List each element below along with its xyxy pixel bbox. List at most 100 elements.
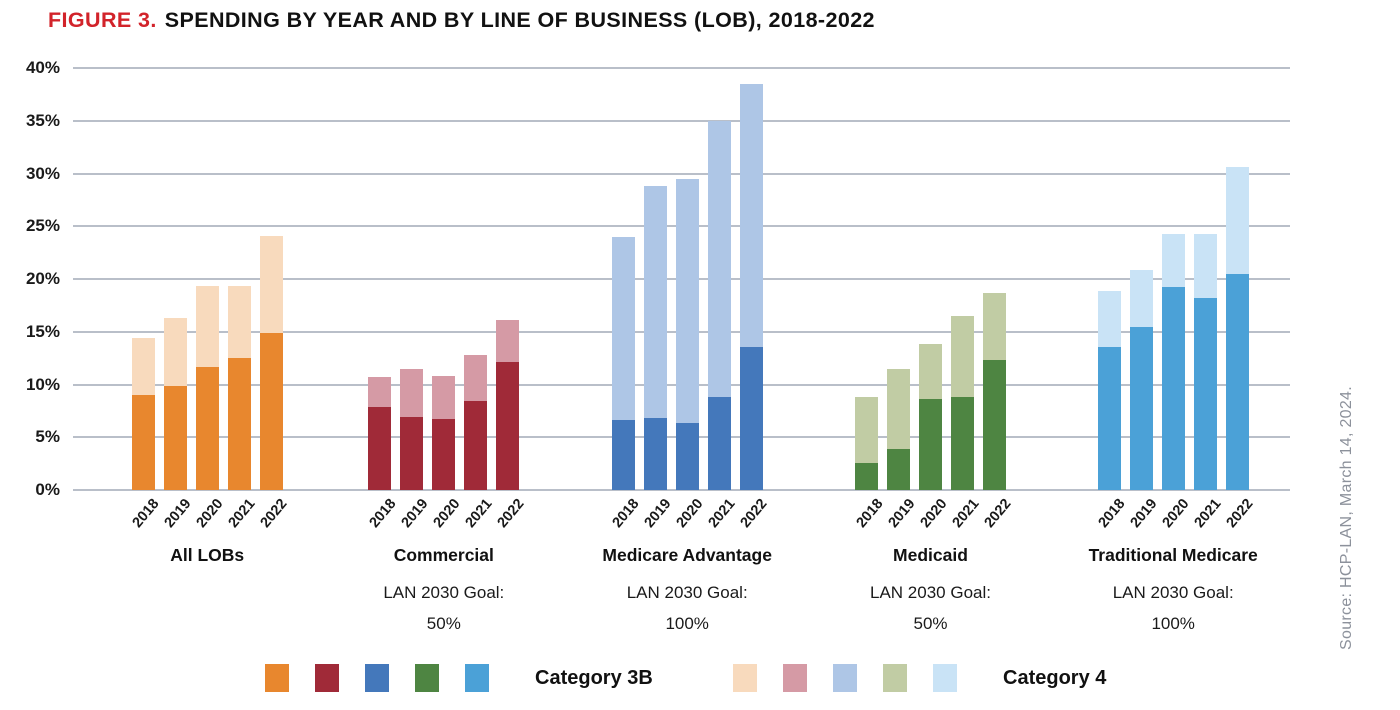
x-axis-year-label: 2021 [225, 496, 259, 532]
legend-swatch-3b-4 [465, 664, 489, 692]
stacked-bar-2020: 2020 [1160, 68, 1193, 531]
segment-category-4 [227, 286, 251, 359]
y-axis-tick-label-15: 15% [25, 321, 60, 341]
goal-label-line: LAN 2030 Goal: [1112, 583, 1234, 602]
legend-swatch-4-4 [933, 664, 957, 692]
x-axis-year-label: 2021 [1191, 496, 1225, 532]
legend-swatches-4 [733, 664, 983, 692]
gridline-35 [73, 119, 1290, 122]
figure-title-text: SPENDING BY YEAR AND BY LINE OF BUSINESS… [164, 8, 875, 32]
goal-label-line: LAN 2030 Goal: [626, 583, 748, 602]
segment-category-4 [611, 236, 635, 421]
bar-group-medicaid: 2018 2019 2020 2021 2022 Medicaid LAN 2030 Goa… [853, 68, 1014, 633]
legend-category-4: Category 4 [733, 664, 1106, 692]
stacked-bar-2018: 2018 [610, 68, 643, 531]
stacked-bar-2021: 2021 [949, 68, 982, 531]
legend-label-category-3b: Category 3B [535, 666, 653, 689]
segment-category-4 [1097, 290, 1121, 347]
stacked-bar-2020: 2020 [194, 68, 227, 531]
gridline-30 [73, 172, 1290, 175]
stacked-bar-2022: 2022 [495, 68, 528, 531]
x-axis-year-label: 2019 [641, 496, 675, 532]
segment-category-4 [1161, 233, 1185, 288]
segment-category-3b [739, 346, 763, 490]
stacked-bar-2022: 2022 [258, 68, 291, 531]
segment-category-4 [675, 178, 699, 423]
segment-category-3b [1225, 273, 1249, 490]
x-axis-year-label: 2020 [193, 496, 227, 532]
stacked-bar-2019: 2019 [399, 68, 432, 531]
segment-category-4 [432, 376, 456, 420]
segment-category-3b [195, 366, 219, 490]
lan-2030-goal: LAN 2030 Goal: 100% [1089, 577, 1258, 640]
x-axis-year-label: 2022 [737, 496, 771, 532]
segment-category-3b [131, 395, 155, 490]
segment-category-4 [464, 355, 488, 402]
group-label: All LOBs [170, 545, 245, 565]
y-axis-tick-label-40: 40% [25, 58, 60, 77]
segment-category-4 [1129, 269, 1153, 327]
segment-category-3b [1161, 287, 1185, 490]
stacked-bar-2018: 2018 [130, 68, 163, 531]
y-axis-tick-label-30: 30% [25, 163, 60, 183]
segment-category-3b [643, 418, 667, 490]
stacked-bar-2019: 2019 [1128, 68, 1161, 531]
segment-category-3b [919, 399, 942, 490]
x-axis-year-label: 2018 [853, 496, 887, 532]
stacked-bar-2018: 2018 [853, 68, 886, 531]
y-axis-tick-label-10: 10% [25, 374, 60, 394]
bar-group-medicare-advantage: 2018 2019 2020 2021 2022 Medicare Advantage LA… [602, 68, 772, 633]
segment-category-4 [1193, 233, 1217, 298]
bar-group-all-lobs: 2018 2019 2020 2021 2022 All LOBs [130, 68, 291, 565]
x-axis-year-label: 2020 [430, 496, 464, 532]
legend-swatch-4-1 [783, 664, 807, 692]
stacked-bar-2019: 2019 [642, 68, 675, 531]
x-axis-year-label: 2021 [462, 496, 496, 532]
plot-area: 0% 5% 10% 15% 20% 25% 30% 35% 40% 2018 2019 2020 202… [26, 58, 1290, 633]
goal-value-line: 100% [665, 614, 709, 634]
y-axis-tick-label-20: 20% [25, 269, 60, 288]
legend-label-category-4: Category 4 [1003, 666, 1107, 689]
x-axis-year-label: 2019 [1127, 496, 1161, 532]
segment-category-4 [707, 120, 731, 398]
group-label: Medicaid [893, 545, 968, 565]
segment-category-4 [195, 286, 219, 367]
segment-category-3b [496, 362, 520, 490]
legend-swatch-3b-0 [265, 664, 289, 692]
legend-category-3b: Category 3B [265, 664, 653, 692]
stacked-bar-2022: 2022 [981, 68, 1014, 531]
x-axis-year-label: 2022 [257, 496, 291, 532]
x-axis-year-label: 2019 [885, 496, 919, 532]
bar-group-commercial: 2018 2019 2020 2021 2022 Commercial LAN 2030 G… [367, 68, 528, 633]
stacked-bar-2021: 2021 [1192, 68, 1225, 531]
legend-swatch-3b-3 [415, 664, 439, 692]
segment-category-3b [1193, 298, 1217, 490]
y-axis-tick-label-5: 5% [35, 427, 60, 447]
legend-swatches-3b [265, 664, 515, 692]
x-axis-year-label: 2021 [705, 496, 739, 532]
x-axis-year-label: 2022 [1223, 496, 1257, 532]
source-note: Source: HCP-LAN, March 14, 2024. [1338, 386, 1355, 650]
segment-category-3b [227, 358, 251, 490]
y-axis-tick-label-35: 35% [25, 110, 60, 130]
x-axis-year-label: 2022 [981, 496, 1015, 532]
x-axis-year-label: 2019 [161, 496, 195, 532]
group-caption: All LOBs [170, 545, 244, 566]
figure-number: FIGURE 3. [48, 8, 157, 32]
stacked-bar-2018: 2018 [367, 68, 400, 531]
segment-category-3b [887, 448, 910, 490]
goal-value-line: 50% [913, 614, 948, 634]
x-axis-year-label: 2022 [494, 496, 528, 532]
group-label: Traditional Medicare [1088, 545, 1258, 565]
stacked-bar-2020: 2020 [917, 68, 950, 531]
stacked-bar-2022: 2022 [1224, 68, 1257, 531]
segment-category-4 [739, 83, 763, 347]
stacked-bar-2021: 2021 [706, 68, 739, 531]
legend-swatch-4-2 [833, 664, 857, 692]
segment-category-3b [675, 422, 699, 490]
segment-category-3b [368, 406, 392, 490]
stacked-bar-2022: 2022 [738, 68, 771, 531]
lan-2030-goal: LAN 2030 Goal: 50% [870, 577, 991, 640]
y-axis-tick-label-0: 0% [35, 480, 60, 499]
